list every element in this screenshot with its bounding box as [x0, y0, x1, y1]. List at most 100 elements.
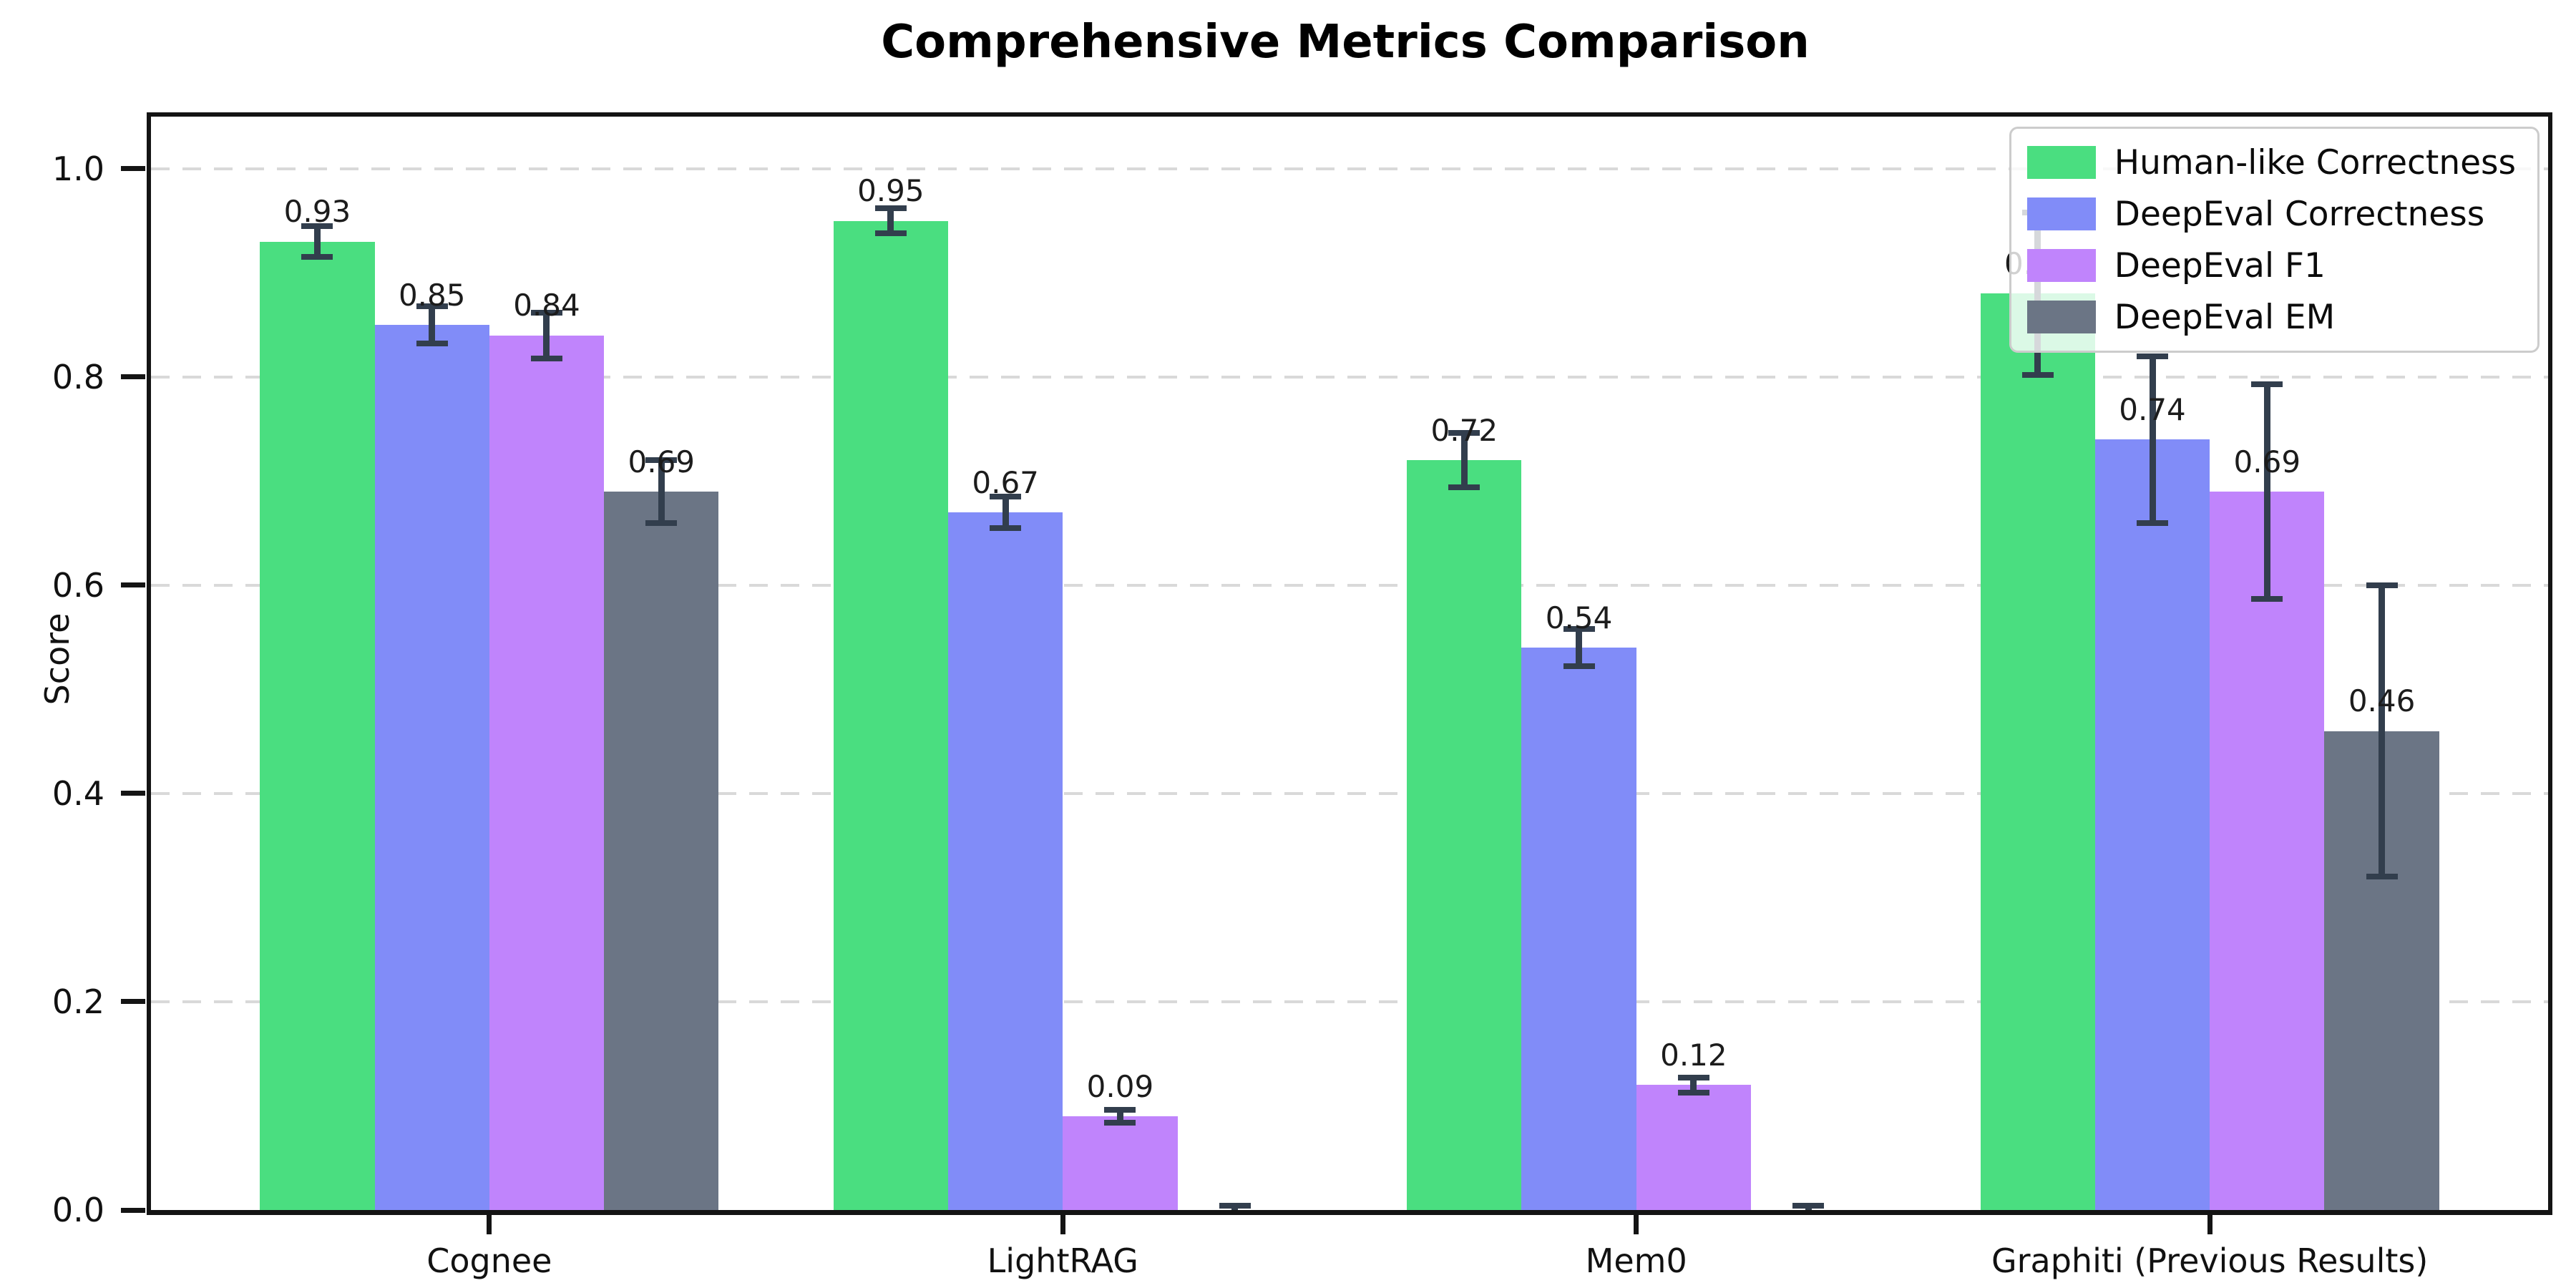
y-tick-mark [121, 1207, 145, 1213]
y-tick-mark [121, 374, 145, 380]
bar [489, 335, 605, 1210]
y-gridline [151, 1000, 2548, 1003]
error-bar-cap-top [1219, 1203, 1251, 1209]
error-bar-whisker [2149, 356, 2156, 523]
bar-value-label: 0.69 [2233, 444, 2301, 479]
error-bar-whisker [313, 225, 321, 258]
bar-value-label: 0.46 [2348, 683, 2416, 719]
bar-value-label: 0.72 [1430, 412, 1498, 448]
chart-title: Comprehensive Metrics Comparison [881, 16, 1810, 69]
x-tick-mark [1634, 1214, 1639, 1234]
error-bar-cap-bottom [2366, 874, 2398, 880]
error-bar-cap-top [874, 205, 907, 212]
y-tick-label: 0.0 [52, 1191, 104, 1229]
bar [947, 512, 1063, 1210]
error-bar-cap-bottom [2021, 371, 2054, 378]
error-bar-cap-bottom [416, 341, 448, 347]
bar [374, 325, 489, 1210]
bar [2210, 491, 2325, 1210]
y-tick-label: 0.4 [52, 774, 104, 813]
x-tick-label: Graphiti (Previous Results) [1991, 1241, 2429, 1280]
plot-area: Human-like Correctness DeepEval Correctne… [52, 112, 2552, 1280]
error-bar-cap-bottom [301, 254, 333, 260]
legend: Human-like Correctness DeepEval Correctne… [2009, 127, 2540, 353]
bar-value-label: 0.93 [283, 194, 351, 230]
bar-value-label: 0.84 [513, 288, 580, 323]
error-bar-cap-top [2366, 582, 2398, 588]
error-bar-whisker [2379, 585, 2386, 877]
error-bar-cap-top [2251, 381, 2283, 387]
y-axis-label: Score [38, 613, 77, 706]
error-bar-cap-bottom [645, 519, 678, 526]
bar [260, 241, 375, 1210]
error-bar-cap-bottom [2137, 519, 2168, 526]
error-bar-cap-bottom [874, 230, 907, 236]
error-bar-cap-top [645, 457, 678, 464]
error-bar-cap-top [530, 309, 562, 316]
error-bar-cap-bottom [1104, 1119, 1136, 1126]
bar-value-label: 0.09 [1086, 1068, 1154, 1104]
bar [1636, 1085, 1751, 1210]
bar [833, 220, 948, 1210]
error-bar-whisker [2263, 384, 2270, 599]
bar [1063, 1116, 1178, 1210]
error-bar-cap-bottom [1448, 484, 1480, 491]
x-tick-mark [1060, 1214, 1065, 1234]
error-bar-cap-top [1448, 430, 1480, 436]
y-tick-label: 0.8 [52, 357, 104, 396]
bar [1407, 460, 1522, 1210]
bar [604, 491, 719, 1210]
legend-label: Human-like Correctness [2114, 142, 2516, 182]
y-gridline [151, 167, 2548, 170]
legend-swatch [2026, 146, 2096, 179]
error-bar-cap-top [1563, 625, 1595, 632]
error-bar-whisker [1576, 628, 1583, 667]
legend-item: DeepEval EM [2026, 295, 2516, 339]
legend-item: DeepEval Correctness [2026, 192, 2516, 236]
y-tick-mark [121, 999, 145, 1005]
bar-value-label: 0.74 [2119, 391, 2186, 427]
y-gridline [151, 791, 2548, 795]
error-bar-cap-top [1792, 1203, 1825, 1209]
legend-label: DeepEval EM [2114, 297, 2336, 337]
error-bar-whisker [1460, 433, 1468, 488]
x-tick-label: LightRAG [987, 1241, 1138, 1280]
error-bar-cap-top [1677, 1075, 1709, 1081]
y-tick-mark [121, 166, 145, 172]
error-bar-cap-bottom [990, 525, 1022, 531]
error-bar-cap-top [2137, 353, 2168, 359]
bar [2094, 439, 2210, 1210]
y-tick-label: 0.2 [52, 982, 104, 1021]
bar [1980, 293, 2095, 1210]
error-bar-cap-bottom [2251, 595, 2283, 602]
bar-value-label: 0.12 [1660, 1038, 1727, 1073]
y-tick-label: 0.6 [52, 565, 104, 605]
legend-item: DeepEval F1 [2026, 243, 2516, 288]
legend-item: Human-like Correctness [2026, 140, 2516, 185]
error-bar-cap-top [990, 494, 1022, 500]
legend-label: DeepEval Correctness [2114, 194, 2485, 234]
legend-swatch [2026, 249, 2096, 282]
x-tick-mark [487, 1214, 492, 1234]
legend-label: DeepEval F1 [2114, 245, 2326, 286]
error-bar-whisker [887, 208, 894, 233]
bar [1521, 648, 1636, 1210]
error-bar-cap-bottom [1563, 663, 1595, 670]
x-tick-label: Cognee [426, 1241, 552, 1280]
y-tick-mark [121, 582, 145, 588]
error-bar-whisker [658, 460, 665, 523]
bar-value-label: 0.69 [628, 444, 696, 479]
error-bar-cap-bottom [1677, 1089, 1709, 1096]
bar-value-label: 0.95 [857, 173, 924, 209]
y-gridline [151, 583, 2548, 587]
error-bar-whisker [543, 312, 550, 358]
x-tick-mark [2207, 1214, 2212, 1234]
error-bar-cap-top [416, 303, 448, 309]
legend-swatch [2026, 301, 2096, 333]
error-bar-cap-top [301, 223, 333, 229]
bar-value-label: 0.54 [1545, 600, 1613, 635]
bar-value-label: 0.85 [398, 277, 466, 313]
error-bar-whisker [429, 306, 436, 344]
y-tick-mark [121, 791, 145, 796]
